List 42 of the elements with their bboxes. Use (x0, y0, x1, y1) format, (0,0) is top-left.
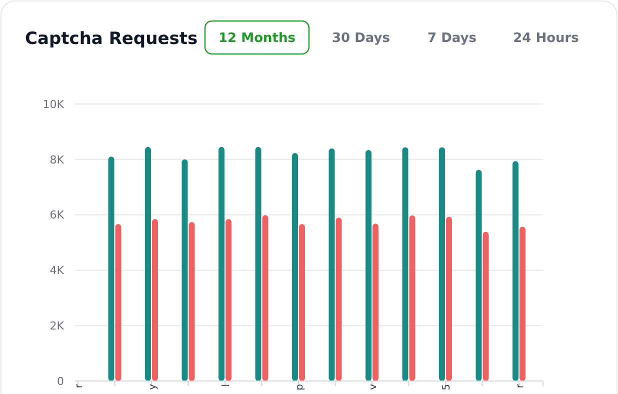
y-tick-label: 6K (50, 208, 65, 222)
bar (409, 215, 416, 381)
bar (188, 222, 195, 381)
x-tick-label: v (368, 384, 379, 390)
x-tick-label: p (294, 384, 306, 390)
x-tick-label: r (515, 383, 526, 388)
y-tick-label: 4K (50, 264, 65, 278)
bar (108, 156, 114, 381)
bar (292, 153, 298, 381)
x-tick-label: 5 (442, 384, 452, 390)
text: 30 Days (332, 31, 390, 46)
bar (262, 215, 268, 381)
bar (402, 147, 408, 381)
chart-title: Captcha Requests (25, 29, 198, 49)
text: 7 Days (428, 31, 477, 46)
y-tick-label: 0 (57, 374, 64, 388)
y-tick-label: 10K (42, 98, 65, 111)
text: 12 Months (218, 31, 296, 46)
x-tick-label: y (148, 384, 158, 390)
bar (226, 218, 232, 381)
bar (328, 148, 335, 381)
y-tick-label: 8K (50, 153, 65, 166)
bar (152, 218, 158, 381)
bar (145, 146, 151, 381)
x-tick-label: l (221, 384, 232, 387)
bar (512, 161, 518, 381)
bar (372, 224, 378, 381)
y-tick-label: 2K (50, 319, 65, 332)
bar (182, 159, 188, 381)
bar (520, 226, 526, 381)
bar (218, 146, 224, 381)
x-tick-label: r (74, 383, 85, 388)
bar (446, 216, 452, 381)
bar (255, 146, 262, 381)
bar (115, 224, 122, 381)
bar (482, 232, 489, 381)
bar (439, 147, 445, 381)
text: 24 Hours (513, 31, 580, 46)
bar (366, 150, 372, 381)
bar (336, 218, 342, 381)
bar (299, 224, 305, 381)
bar (476, 170, 482, 381)
